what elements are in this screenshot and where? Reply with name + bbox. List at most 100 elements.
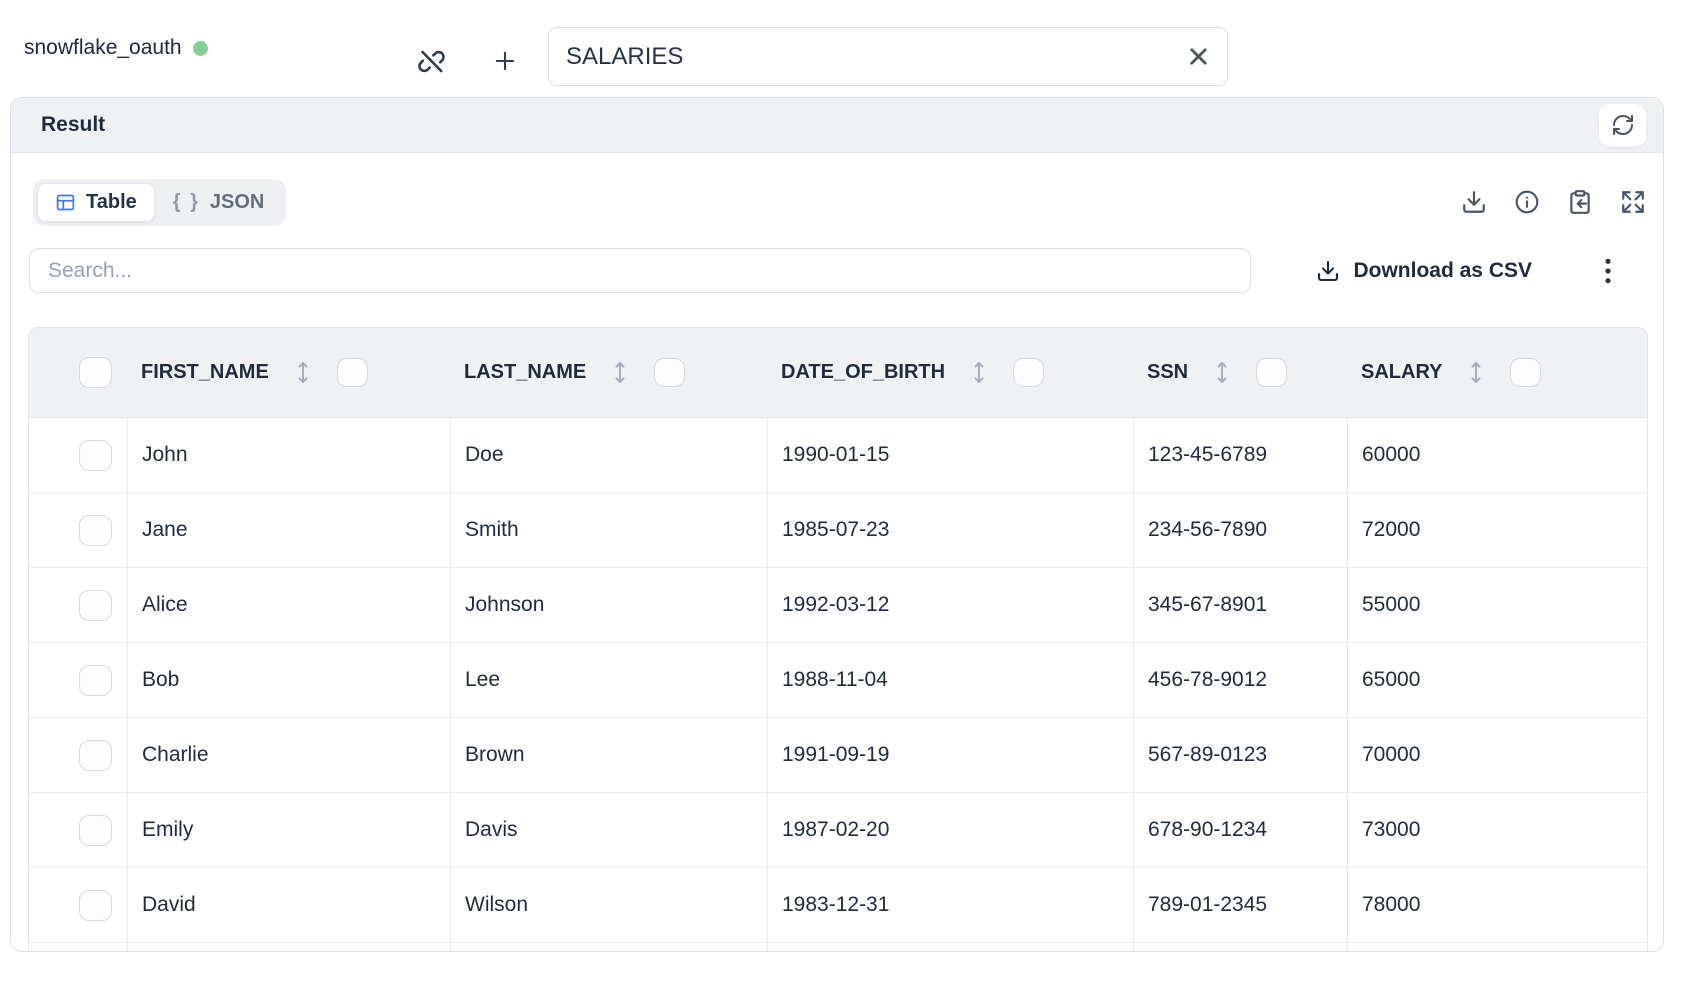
table-row: Jane Smith 1985-07-23 234-56-7890 72000 [29,493,1647,568]
select-all-checkbox[interactable] [79,357,112,388]
row-checkbox[interactable] [79,589,112,621]
table-controls: Download as CSV [29,248,1646,293]
result-actions [1460,189,1646,216]
table-cell: 567-89-0123 [1133,718,1347,792]
table-cell: 55000 [1347,568,1647,642]
result-info-button[interactable] [1513,189,1540,216]
row-checkbox[interactable] [79,739,112,771]
column-header[interactable]: FIRST_NAME [127,328,450,417]
sort-vertical-icon[interactable] [1468,360,1484,385]
close-icon [1185,43,1212,70]
sort-vertical-icon[interactable] [971,360,987,385]
column-select-checkbox[interactable] [336,358,368,387]
table-cell [29,943,127,951]
download-csv-label: Download as CSV [1353,258,1532,282]
clipboard-paste-icon [1567,189,1593,215]
copy-result-button[interactable] [1566,189,1593,216]
column-header[interactable]: LAST_NAME [450,328,767,417]
row-checkbox[interactable] [79,814,112,846]
table-body: John Doe 1990-01-15 123-45-6789 60000 Jane Smi… [29,418,1647,951]
table-cell: Charlie [127,718,450,792]
table-row: Bob Lee 1988-11-04 456-78-9012 65000 [29,643,1647,718]
table-cell: 1991-09-19 [767,718,1133,792]
refresh-icon [1611,113,1635,137]
tab-json-view[interactable]: { } JSON [155,183,283,222]
table-cell [450,943,767,951]
result-table: FIRST_NAME LAST_NAME DATE_OF_BIRTH SSN SALAR… [28,327,1648,951]
table-cell: 70000 [1347,718,1647,792]
table-cell [1133,943,1347,951]
row-checkbox[interactable] [79,889,112,921]
table-cell: 1988-11-04 [767,643,1133,717]
refresh-button[interactable] [1599,103,1646,147]
row-select-cell [29,643,127,717]
download-icon [1316,259,1340,283]
tab-table-view[interactable]: Table [37,182,155,222]
unlink-icon [416,46,447,77]
column-header[interactable]: SALARY [1347,328,1647,417]
table-cell: 73000 [1347,793,1647,867]
column-select-checkbox[interactable] [654,358,686,387]
download-csv-button[interactable]: Download as CSV [1310,258,1538,284]
table-cell: 678-90-1234 [1133,793,1347,867]
column-header-label: FIRST_NAME [141,361,269,383]
table-cell: Johnson [450,568,767,642]
disconnect-button[interactable] [410,40,452,82]
column-select-checkbox[interactable] [1510,358,1542,387]
table-cell: Emily [127,793,450,867]
connection-info: snowflake_oauth [24,0,208,96]
column-select-checkbox[interactable] [1256,358,1288,387]
table-cell: 1992-03-12 [767,568,1133,642]
column-header[interactable]: DATE_OF_BIRTH [767,328,1133,417]
table-options-button[interactable] [1595,256,1621,286]
download-icon [1461,189,1487,215]
table-icon [55,192,76,213]
table-cell: 123-45-6789 [1133,418,1347,492]
row-checkbox[interactable] [79,514,112,546]
tab-json-label: JSON [209,190,265,213]
table-cell: 1985-07-23 [767,493,1133,567]
column-select-checkbox[interactable] [1013,358,1045,387]
row-select-cell [29,793,127,867]
download-result-button[interactable] [1460,189,1487,216]
row-select-cell [29,718,127,792]
search-input[interactable] [29,248,1251,293]
tab-table-label: Table [86,190,137,213]
table-row-partial [29,943,1647,951]
table-header-row: FIRST_NAME LAST_NAME DATE_OF_BIRTH SSN SALAR… [29,328,1647,418]
clear-table-name-button[interactable] [1169,28,1227,85]
table-cell: 1987-02-20 [767,793,1133,867]
table-cell: Doe [450,418,767,492]
table-cell: 72000 [1347,493,1647,567]
info-icon [1514,189,1540,215]
add-tab-button[interactable] [484,40,526,82]
table-name-input[interactable] [549,42,1169,71]
column-header-label: SSN [1147,361,1189,383]
table-cell: 789-01-2345 [1133,868,1347,942]
view-mode-switcher: Table { } JSON [33,178,287,226]
table-name-field [548,27,1228,86]
expand-result-button[interactable] [1619,189,1646,216]
table-row: Alice Johnson 1992-03-12 345-67-8901 55000 [29,568,1647,643]
table-cell: Bob [127,643,450,717]
table-cell: 60000 [1347,418,1647,492]
table-cell: Jane [127,493,450,567]
table-row: Emily Davis 1987-02-20 678-90-1234 73000 [29,793,1647,868]
connection-status-dot [192,40,208,56]
table-cell: 65000 [1347,643,1647,717]
sort-vertical-icon[interactable] [612,360,628,385]
table-cell: John [127,418,450,492]
table-row: David Wilson 1983-12-31 789-01-2345 78000 [29,868,1647,943]
row-checkbox[interactable] [79,439,112,471]
sort-vertical-icon[interactable] [1214,360,1230,385]
column-header[interactable]: SSN [1133,328,1347,417]
plus-icon [491,47,519,75]
result-panel: Result Table [10,97,1664,952]
result-panel-header: Result [11,98,1663,153]
braces-icon: { } [172,190,200,213]
sort-vertical-icon[interactable] [295,360,311,385]
row-select-cell [29,568,127,642]
view-toolbar: Table { } JSON [33,178,1646,226]
table-cell: 234-56-7890 [1133,493,1347,567]
row-checkbox[interactable] [79,664,112,696]
